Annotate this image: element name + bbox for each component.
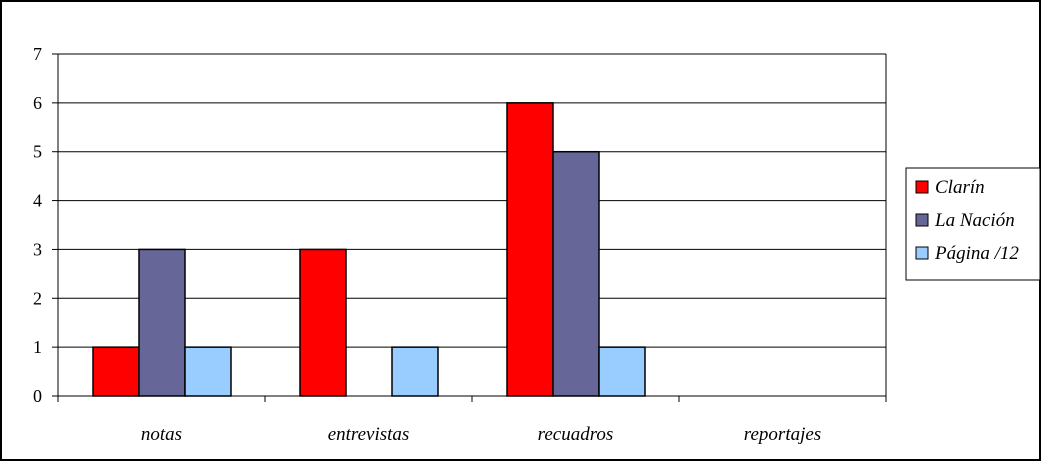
bar — [391, 346, 439, 397]
y-tick-label: 6 — [33, 93, 42, 113]
legend-label: Página /12 — [934, 243, 1019, 264]
bar — [598, 346, 646, 397]
y-tick-label: 4 — [33, 191, 42, 211]
legend-swatch — [915, 246, 929, 260]
y-tick-label: 2 — [33, 288, 42, 308]
x-tick-label: entrevistas — [328, 424, 410, 445]
y-tick-labels: 0 1 2 3 4 5 6 7 — [33, 44, 42, 406]
x-tick-label: notas — [141, 424, 182, 445]
axes — [52, 53, 887, 402]
bar — [299, 248, 347, 397]
y-tick-label: 5 — [33, 142, 42, 162]
bar — [184, 346, 232, 397]
legend: Clarín La Nación Página /12 — [905, 167, 1041, 281]
legend-swatch — [915, 213, 929, 227]
legend-label: La Nación — [934, 210, 1015, 231]
bar — [138, 248, 186, 397]
bar — [506, 102, 554, 397]
x-tick-label: reportajes — [744, 424, 821, 445]
y-tick-label: 7 — [33, 44, 42, 64]
legend-label: Clarín — [935, 177, 985, 198]
bars — [92, 102, 646, 397]
legend-swatch — [915, 180, 929, 194]
x-tick-label: recuadros — [538, 424, 614, 445]
y-tick-label: 0 — [33, 386, 42, 406]
bar — [552, 150, 600, 397]
y-tick-label: 3 — [33, 239, 42, 259]
y-tick-label: 1 — [33, 337, 42, 357]
x-tick-labels: notas entrevistas recuadros reportajes — [141, 424, 821, 445]
bar — [92, 346, 140, 397]
